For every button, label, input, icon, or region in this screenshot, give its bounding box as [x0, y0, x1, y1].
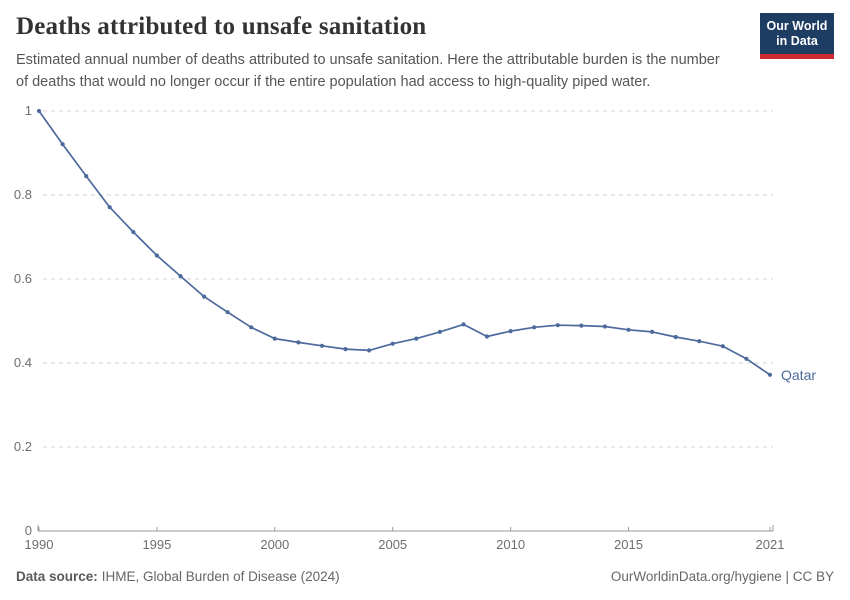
credit-link[interactable]: OurWorldinData.org/hygiene | CC BY	[610, 569, 834, 584]
data-point	[60, 142, 65, 147]
x-tick-label: 2000	[260, 537, 289, 552]
data-point	[319, 343, 325, 348]
data-point	[131, 229, 136, 235]
data-point	[390, 341, 395, 346]
chart-header: Deaths attributed to unsafe sanitation O…	[16, 13, 834, 94]
data-point	[555, 323, 560, 328]
data-point	[272, 336, 277, 341]
data-point	[673, 334, 678, 340]
data-point	[484, 334, 490, 339]
data-point	[697, 339, 702, 344]
chart-subtitle-line2: of deaths that would no longer occur if …	[16, 73, 651, 90]
data-point	[532, 325, 537, 330]
data-point	[437, 329, 442, 334]
owid-logo-line1: Our World	[766, 19, 828, 33]
y-tick-label: 1	[25, 103, 32, 118]
data-point	[296, 340, 301, 345]
y-tick-label: 0	[25, 523, 32, 538]
data-point	[107, 205, 112, 210]
data-point	[343, 347, 348, 352]
data-point	[249, 325, 254, 330]
data-source-label: Data source:	[16, 569, 98, 584]
data-source-value: IHME, Global Burden of Disease (2024)	[101, 569, 340, 584]
chart-subtitle-line1: Estimated annual number of deaths attrib…	[16, 52, 720, 68]
line-series	[38, 110, 771, 376]
data-point	[225, 310, 230, 315]
data-point	[461, 322, 466, 327]
x-tick-label: 2015	[614, 537, 643, 552]
y-tick-label: 0.2	[14, 439, 32, 454]
chart-footer: Data source: IHME, Global Burden of Disea…	[16, 569, 834, 584]
data-point	[367, 348, 372, 353]
owid-logo[interactable]: Our World in Data	[760, 13, 834, 59]
x-tick-label: 1990	[25, 537, 54, 552]
data-source: Data source: IHME, Global Burden of Disea…	[16, 569, 340, 584]
y-tick-label: 0.6	[14, 271, 32, 286]
data-point	[202, 294, 207, 299]
chart-svg[interactable]: 0 0.2 0.4 0.6 0.8 1 1990 1995 2000 2005 2010 2015 20…	[0, 95, 850, 565]
x-tick-label: 2010	[496, 537, 525, 552]
data-point	[154, 253, 159, 258]
data-point	[579, 323, 584, 328]
x-tick-label: 2005	[378, 537, 407, 552]
data-point	[414, 336, 419, 341]
data-point	[650, 329, 655, 334]
y-tick-label: 0.8	[14, 187, 32, 202]
data-point	[178, 274, 183, 279]
data-point	[508, 329, 513, 334]
x-tick-label: 2021	[756, 537, 785, 552]
data-point	[626, 327, 631, 332]
series-end-label: Qatar	[781, 367, 816, 383]
data-point	[36, 108, 42, 114]
y-tick-label: 0.4	[14, 355, 32, 370]
data-point	[720, 344, 725, 349]
chart-subtitle: Estimated annual number of deaths attrib…	[16, 50, 834, 94]
chart-title: Deaths attributed to unsafe sanitation	[16, 13, 427, 40]
owid-logo-line2: in Data	[776, 34, 818, 48]
data-point	[767, 372, 773, 377]
data-point	[744, 356, 749, 361]
x-tick-label: 1995	[142, 537, 171, 552]
data-point	[602, 324, 608, 329]
data-point	[84, 174, 89, 179]
